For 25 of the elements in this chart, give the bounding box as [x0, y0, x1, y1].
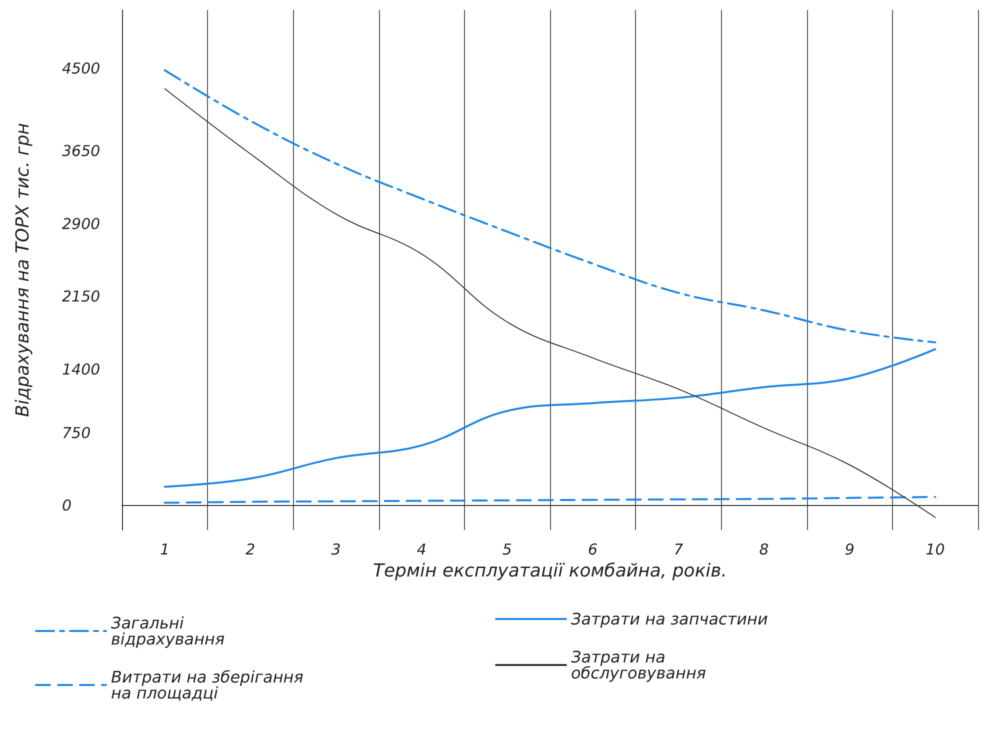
x-tick-label: 7 [674, 540, 684, 558]
legend-label: Затрати на запчастини [571, 610, 768, 628]
line-series [164, 348, 936, 488]
legend-label: Затрати на обслуговування [571, 648, 706, 682]
y-tick-label: 1400 [62, 360, 100, 379]
x-tick-label: 6 [588, 540, 598, 558]
x-tick-label: 2 [246, 540, 256, 558]
x-tick-label: 1 [160, 540, 170, 558]
x-tick-label: 10 [926, 540, 945, 558]
x-tick-label: 9 [844, 540, 854, 558]
y-tick-label: 4500 [62, 59, 100, 78]
x-tick-label: 5 [502, 540, 512, 558]
x-axis-title: Термін експлуатації комбайна, років. [372, 560, 728, 582]
y-tick-label: 0 [62, 496, 72, 515]
line-series [164, 69, 936, 344]
y-tick-label: 750 [62, 424, 91, 442]
x-tick-label: 4 [416, 540, 426, 558]
x-tick-label: 8 [759, 540, 769, 558]
legend-label: Загальні відрахування [111, 614, 225, 648]
y-tick-label: 2150 [62, 288, 100, 306]
y-tick-label: 3650 [62, 142, 100, 160]
x-tick-label: 3 [331, 540, 341, 558]
legend-label: Витрати на зберігання на площадці [111, 668, 308, 702]
y-axis-title: Відрахування на ТОРХ тис. грн [12, 122, 34, 418]
y-tick-label: 2900 [62, 214, 100, 233]
